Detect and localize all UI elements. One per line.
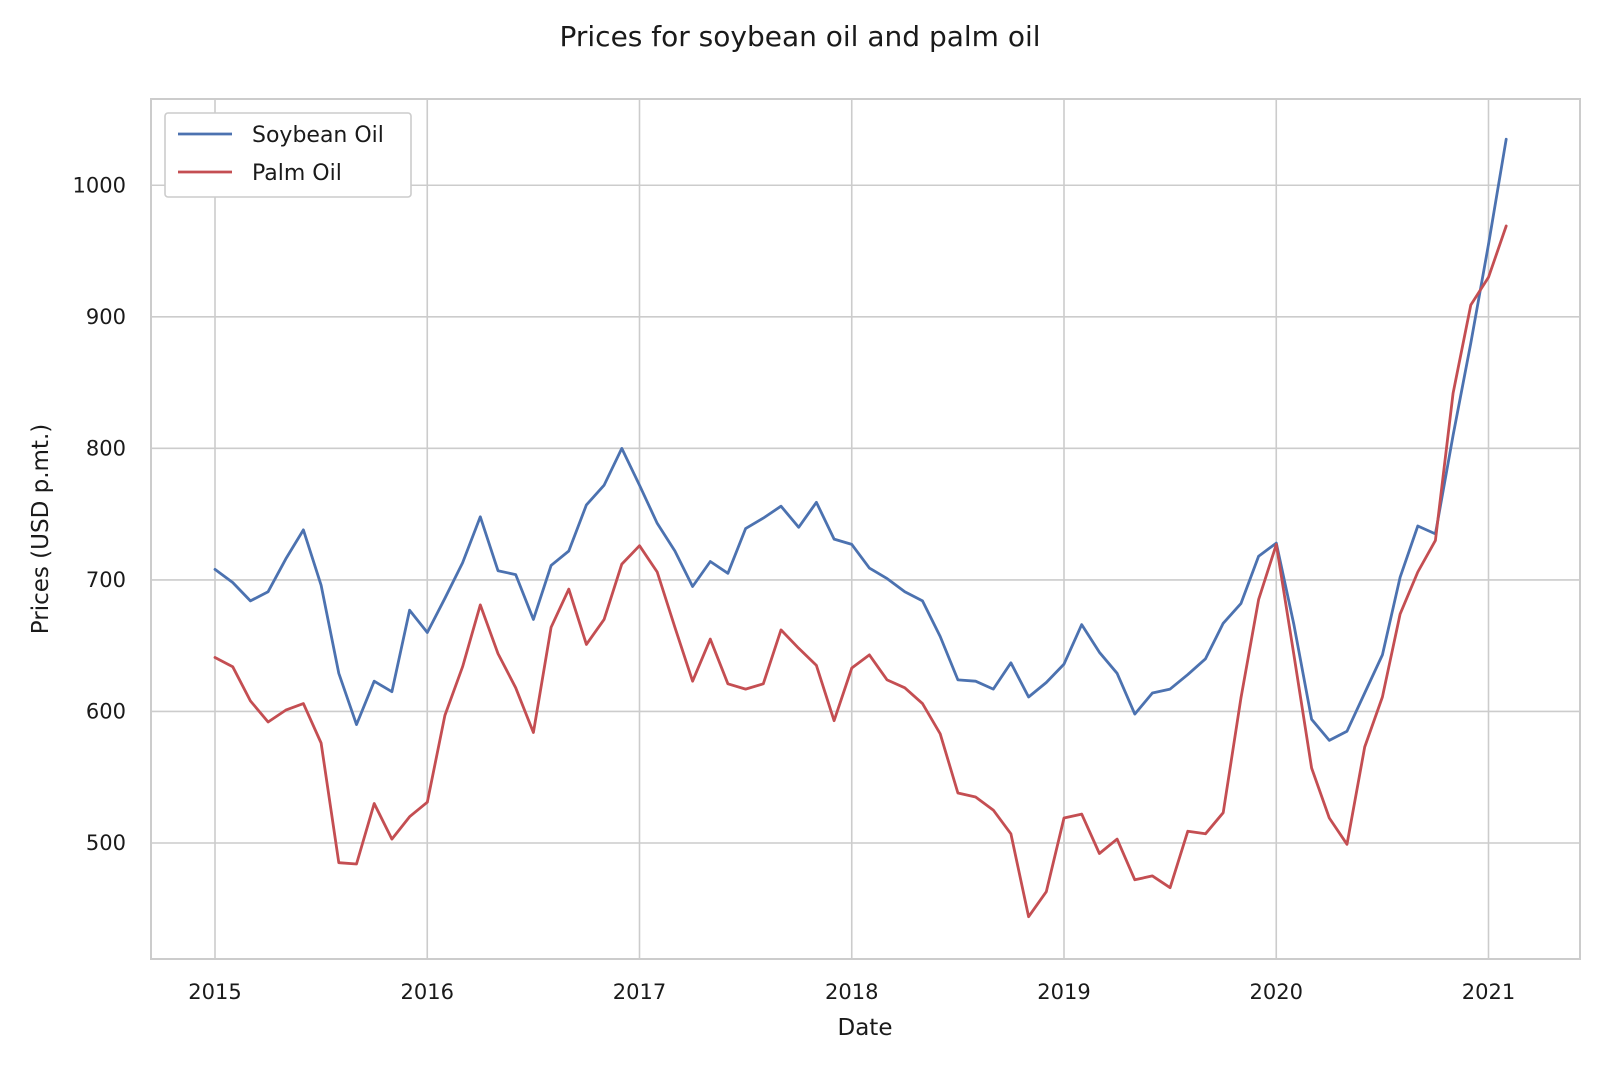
x-tick-label: 2019: [1037, 980, 1090, 1004]
grid: [151, 99, 1580, 959]
x-tick-label: 2017: [613, 980, 666, 1004]
y-tick-label: 500: [86, 831, 126, 855]
plot-frame: [150, 98, 1581, 960]
chart-title: Prices for soybean oil and palm oil: [559, 20, 1040, 53]
y-axis-title: Prices (USD p.mt.): [28, 424, 54, 634]
x-tick-label: 2016: [401, 980, 454, 1004]
legend-label-palm-oil: Palm Oil: [252, 161, 342, 186]
x-tick-label: 2020: [1250, 980, 1303, 1004]
y-tick-label: 900: [86, 305, 126, 329]
x-tick-label: 2015: [188, 980, 241, 1004]
x-tick-label: 2021: [1462, 980, 1515, 1004]
x-axis-title: Date: [838, 1015, 893, 1041]
y-axis-ticks: 500 600 700 800 900 1000: [73, 173, 126, 855]
legend: Soybean Oil Palm Oil: [164, 112, 412, 198]
y-tick-label: 600: [86, 699, 126, 723]
legend-label-soybean-oil: Soybean Oil: [252, 123, 384, 148]
x-tick-label: 2018: [825, 980, 878, 1004]
series-line-soybean-oil: [213, 137, 1508, 742]
y-tick-label: 700: [86, 568, 126, 592]
y-tick-label: 800: [86, 436, 126, 460]
x-axis-ticks: 2015 2016 2017 2018 2019 2020 2021: [188, 980, 1515, 1004]
y-tick-label: 1000: [73, 173, 126, 197]
series-layer: [213, 137, 1508, 919]
series-line-palm-oil: [213, 224, 1508, 919]
